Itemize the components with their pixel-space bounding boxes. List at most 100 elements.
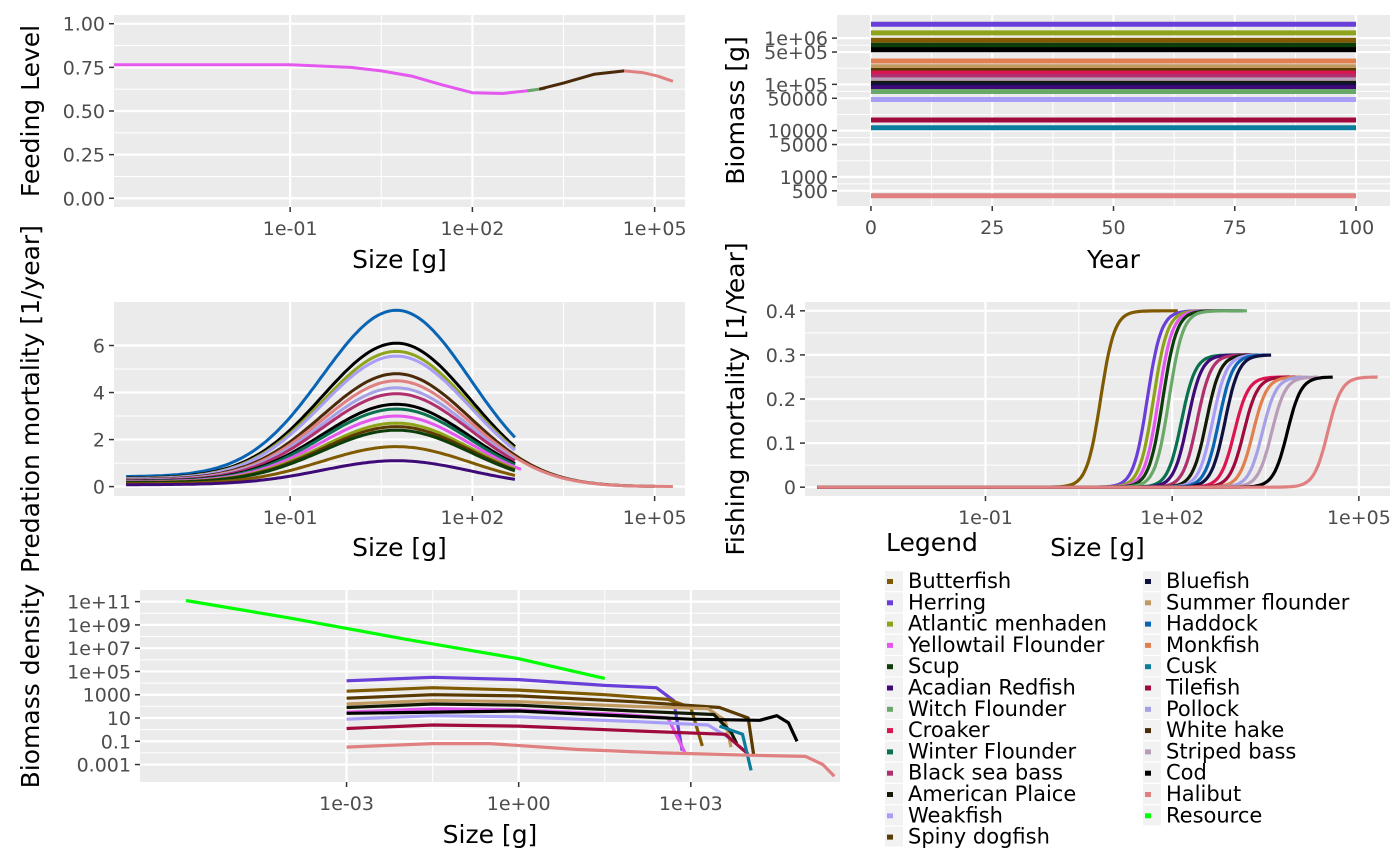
x-tick-label: 1e-01 [263,507,318,529]
legend-item: Bluefish [1143,569,1250,593]
y-tick-label: 6 [93,336,105,358]
legend-title: Legend [886,528,978,557]
legend-key [885,762,903,783]
x-tick-label: 100 [1338,217,1374,239]
legend-item: Tilefish [1143,676,1240,700]
x-axis-title: Size [g] [1050,533,1145,562]
legend-key [885,698,903,719]
legend-swatch [1145,685,1151,691]
series-line [114,63,534,95]
legend-key [1143,592,1161,613]
y-axis-title: Biomass [g] [721,36,750,184]
x-tick-label: 1e+02 [440,218,504,240]
series-line [538,69,625,91]
y-tick-label: 0.4 [766,301,796,323]
y-tick-label: 0.3 [766,345,796,367]
x-tick-label: 1e+05 [623,507,687,529]
y-tick-label: 1e+06 [764,28,828,50]
legend-swatch [887,664,893,670]
legend-item: Summer flounder [1143,590,1350,614]
y-axis-title: Fishing mortality [1/Year] [721,242,750,555]
x-tick-label: 0 [865,217,877,239]
legend-swatch [887,728,893,734]
y-tick-label: 2 [93,430,105,452]
panel-predation-mortality: 0 2 4 6 1e-01 1e+02 1e+05 Size [g] Predation mor… [16,225,687,573]
y-tick-label: 1.00 [63,14,105,36]
x-tick-label: 1e+05 [1327,507,1391,529]
y-tick-label: 0.001 [77,755,131,777]
legend-label: Acadian Redfish [908,676,1076,700]
legend-label: Haddock [1166,612,1259,636]
legend-label: Cod [1166,761,1207,785]
legend-swatch [1145,621,1151,627]
y-tick-label: 1e+05 [764,74,828,96]
x-tick-label: 1e-01 [958,507,1013,529]
legend-swatch [887,579,893,584]
series-line [126,459,516,487]
plot-background [114,302,685,496]
legend-item: Resource [1143,803,1262,827]
y-tick-label: 50000 [768,88,828,110]
legend-label: Scup [908,654,960,678]
panel-feeding-level: 0.00 0.25 0.50 0.75 1.00 1e-01 1e+02 1e+05 Size … [16,14,687,274]
legend-key [1143,762,1161,783]
y-tick-label: 0.00 [63,188,105,210]
y-tick-label: 10000 [768,121,828,143]
y-tick-label: 1e+11 [67,592,131,614]
y-axis-title: Feeding Level [16,25,45,197]
y-tick-label: 1000 [780,167,828,189]
series-line [346,709,799,742]
y-tick-label: 0.50 [63,101,105,123]
legend-label: Cusk [1166,654,1218,678]
y-tick-label: 10 [107,708,131,730]
legend-key [1143,805,1161,826]
legend-key [1143,634,1161,655]
legend-item: Monkfish [1143,633,1260,657]
y-tick-label: 0 [93,477,105,499]
legend-label: Tilefish [1165,676,1240,700]
y-tick-label: 1e+05 [67,661,131,683]
legend-swatch [887,770,893,776]
y-tick-label: 0.25 [63,145,105,167]
legend-swatch [1145,749,1151,755]
legend-swatch [1145,792,1151,797]
y-tick-label: 0.2 [766,389,796,411]
legend-label: Yellowtail Flounder [907,633,1105,657]
y-tick-label: 0.1 [101,731,131,753]
legend-swatch [1145,813,1151,819]
legend-swatch [1145,728,1151,734]
legend-label: Winter Flounder [908,739,1077,763]
x-tick-label: 1e+02 [440,507,504,529]
legend-label: American Plaice [908,782,1076,806]
series-line [624,69,674,83]
series-line [346,723,750,756]
legend-item: Yellowtail Flounder [885,633,1105,657]
legend-key [1143,720,1161,741]
legend-swatch [1145,770,1151,776]
legend-key [1143,613,1161,634]
legend-key [1143,698,1161,719]
x-tick-label: 1e+00 [487,793,551,815]
panel-fishing-mortality: 0 0.1 0.2 0.3 0.4 1e-01 1e+02 1e+05 Size [g] Fish… [721,242,1391,562]
x-axis-title: Size [g] [352,245,447,274]
legend-key [885,677,903,698]
legend-item: Weakfish [885,803,1003,827]
legend-item: Croaker [885,718,990,742]
legend-item: Scup [885,654,960,678]
legend-key [1143,784,1161,804]
legend-label: Black sea bass [908,761,1063,785]
y-tick-label: 1e+09 [67,615,131,637]
legend-item: Butterfish [885,569,1011,593]
legend-item: Black sea bass [885,761,1063,785]
legend-label: Herring [908,590,986,614]
x-tick-label: 25 [980,217,1004,239]
legend-swatch [887,813,893,819]
legend-swatch [1145,664,1151,670]
legend-key [885,784,903,804]
legend-swatch [1145,600,1151,606]
legend-swatch [887,600,893,606]
x-tick-label: 1e-01 [263,218,318,240]
x-tick-label: 50 [1101,217,1125,239]
